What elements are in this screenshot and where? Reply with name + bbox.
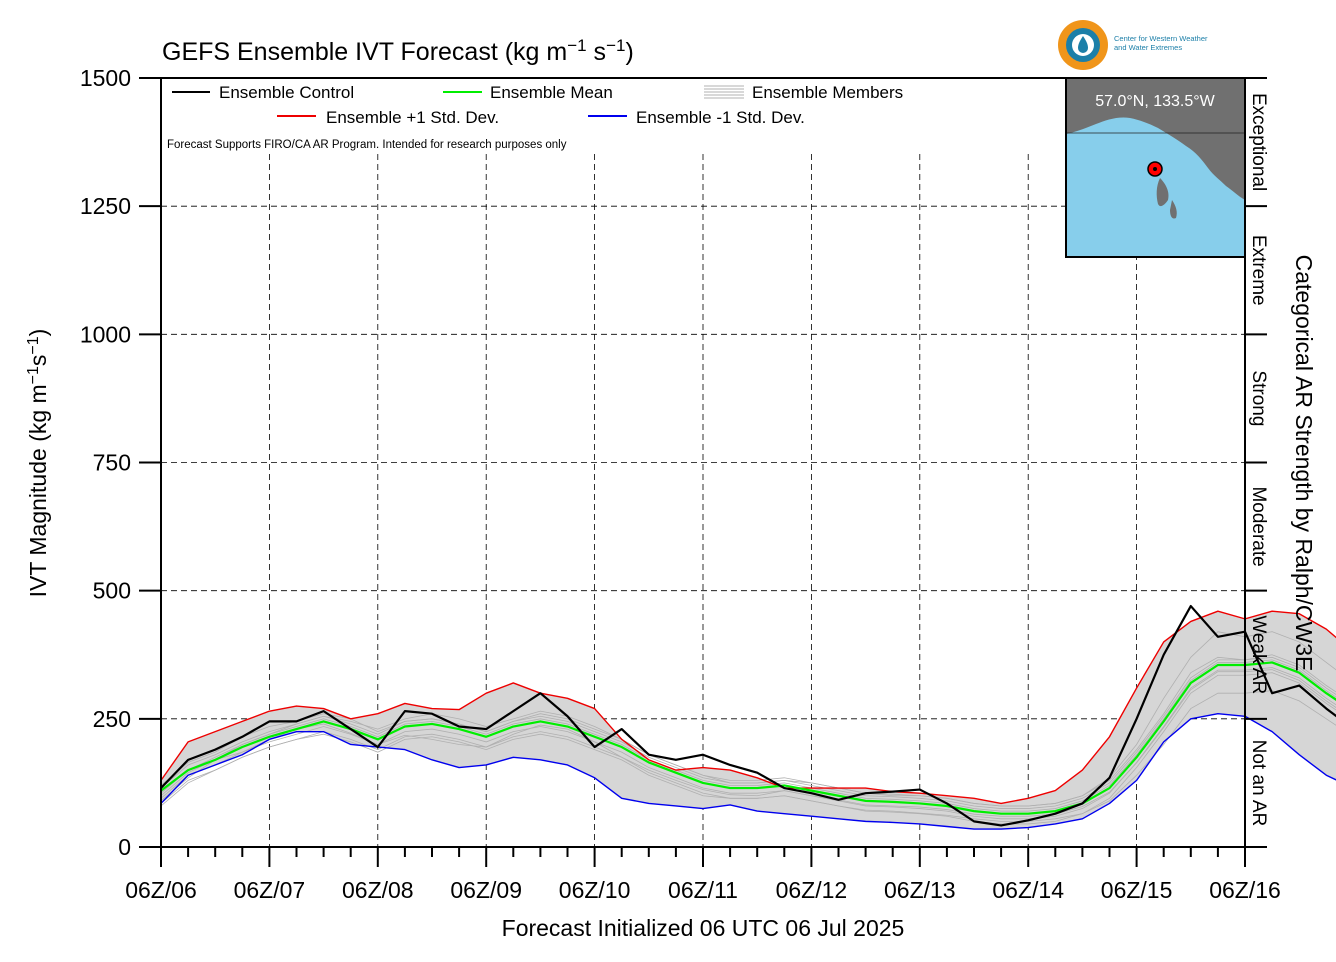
x-tick-label-2: 06Z/08 xyxy=(342,877,414,903)
x-tick-label-5: 06Z/11 xyxy=(668,877,738,903)
legend-label-plus: Ensemble +1 Std. Dev. xyxy=(326,108,499,127)
category-label-0: Not an AR xyxy=(1248,740,1269,827)
y-tick-label-1500: 1500 xyxy=(80,65,131,91)
legend-label-minus: Ensemble -1 Std. Dev. xyxy=(636,108,805,127)
inset-map: 57.0°N, 133.5°W xyxy=(1065,77,1246,258)
x-tick-label-6: 06Z/12 xyxy=(776,877,848,903)
legend-label-control: Ensemble Control xyxy=(219,83,354,102)
inset-location-label: 57.0°N, 133.5°W xyxy=(1095,93,1215,110)
inset-islands xyxy=(1156,178,1177,219)
legend-swatch-members xyxy=(704,85,744,99)
y-tick-label-750: 750 xyxy=(93,450,131,476)
category-label-1: Weak AR xyxy=(1248,615,1269,694)
logo-text-line1: Center for Western Weather xyxy=(1114,34,1208,43)
x-tick-label-7: 06Z/13 xyxy=(884,877,956,903)
category-label-4: Extreme xyxy=(1248,235,1269,306)
x-tick-label-3: 06Z/09 xyxy=(450,877,522,903)
x-tick-label-9: 06Z/15 xyxy=(1101,877,1173,903)
series-lines xyxy=(160,604,1336,830)
x-tick-label-4: 06Z/10 xyxy=(559,877,631,903)
cw3e-logo: Center for Western Weather and Water Ext… xyxy=(1058,20,1208,70)
legend-label-mean: Ensemble Mean xyxy=(490,83,613,102)
water-drop-icon xyxy=(1078,36,1088,53)
tick-labels: 0 250 500 750 1000 1250 1500 06Z/06 06Z/07 06Z/08… xyxy=(80,65,1281,903)
ar-categories: Not an AR Weak AR Moderate Strong Extreme Exc… xyxy=(1248,93,1269,826)
x-tick-label-0: 06Z/06 xyxy=(125,877,197,903)
inset-land xyxy=(1066,78,1245,200)
category-label-2: Moderate xyxy=(1248,486,1269,566)
x-tick-label-1: 06Z/07 xyxy=(234,877,306,903)
y-tick-label-250: 250 xyxy=(93,706,131,732)
logo-text-line2: and Water Extremes xyxy=(1114,43,1182,52)
location-marker-dot xyxy=(1153,167,1157,171)
grid-lines xyxy=(161,154,1245,847)
legend: Ensemble Control Ensemble Mean Ensemble … xyxy=(167,83,903,151)
y-tick-label-500: 500 xyxy=(93,578,131,604)
category-label-5: Exceptional xyxy=(1248,93,1269,191)
legend-label-members: Ensemble Members xyxy=(752,83,903,102)
right-axis-label: Categorical AR Strength by Ralph/CW3E xyxy=(1291,255,1317,672)
x-axis-label: Forecast Initialized 06 UTC 06 Jul 2025 xyxy=(502,915,905,941)
y-tick-label-0: 0 xyxy=(118,834,131,860)
research-note: Forecast Supports FIRO/CA AR Program. In… xyxy=(167,139,567,151)
category-label-3: Strong xyxy=(1248,370,1269,426)
inset-border xyxy=(1065,77,1246,258)
y-axis-label: IVT Magnitude (kg m−1s−1) xyxy=(25,329,51,598)
y-tick-label-1250: 1250 xyxy=(80,193,131,219)
x-tick-label-10: 06Z/16 xyxy=(1209,877,1281,903)
y-tick-label-1000: 1000 xyxy=(80,321,131,347)
x-tick-label-8: 06Z/14 xyxy=(992,877,1064,903)
chart-title: GEFS Ensemble IVT Forecast (kg m−1 s−1) xyxy=(162,36,634,66)
